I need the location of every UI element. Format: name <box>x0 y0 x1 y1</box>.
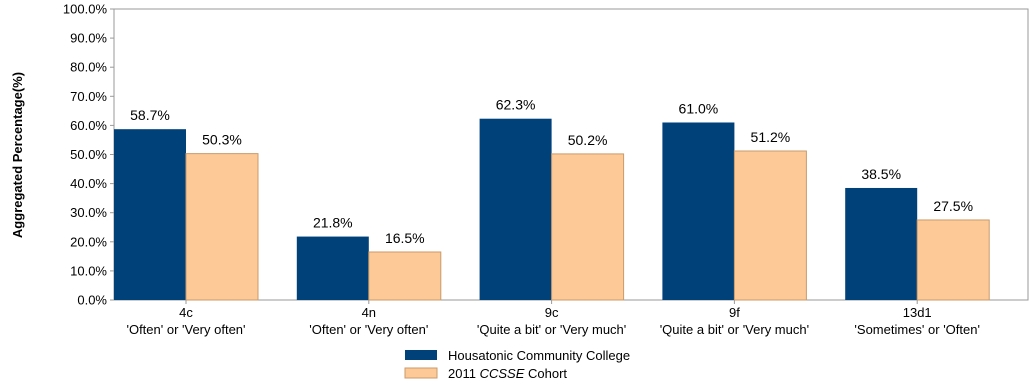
y-tick-label: 20.0% <box>70 234 107 249</box>
bar-cohort-4n <box>368 251 442 301</box>
bar-housatonic-4n <box>296 236 369 300</box>
legend-swatch-cohort <box>404 367 438 379</box>
bar-housatonic-9f <box>662 122 735 301</box>
bar-housatonic-4c <box>114 129 186 300</box>
category-code-label: 4n <box>362 305 376 320</box>
data-label: 61.0% <box>679 100 719 116</box>
bar-cohort-13d1 <box>916 219 990 301</box>
legend-label-cohort: 2011 CCSSE Cohort <box>448 366 567 381</box>
y-tick-label: 60.0% <box>70 118 107 133</box>
y-tick-label: 0.0% <box>77 293 107 308</box>
data-label: 16.5% <box>385 230 425 246</box>
data-label: 21.8% <box>313 215 353 231</box>
category-labels: 4c 'Often' or 'Very often' 4n 'Often' or 'V… <box>126 300 980 337</box>
category-desc-label: 'Often' or 'Very often' <box>126 322 245 337</box>
y-axis-ticks: 0.0% 10.0% 20.0% 30.0% 40.0% 50.0% 60.0% 70.0% 8… <box>63 2 114 308</box>
data-label: 27.5% <box>933 198 973 214</box>
data-label: 50.2% <box>568 132 608 148</box>
y-tick-label: 10.0% <box>70 263 107 278</box>
data-label: 62.3% <box>496 97 536 113</box>
data-label: 50.3% <box>202 132 242 148</box>
y-axis-title: Aggregated Percentage(%) <box>10 72 25 238</box>
category-desc-label: 'Quite a bit' or 'Very much' <box>477 322 626 337</box>
y-tick-label: 40.0% <box>70 176 107 191</box>
legend-label-housatonic: Housatonic Community College <box>448 348 630 363</box>
legend-swatch-housatonic <box>405 350 437 360</box>
y-tick-label: 70.0% <box>70 89 107 104</box>
bar-cohort-4c <box>185 153 259 301</box>
category-code-label: 9c <box>545 305 559 320</box>
category-desc-label: 'Sometimes' or 'Often' <box>854 322 980 337</box>
y-tick-label: 80.0% <box>70 60 107 75</box>
bar-housatonic-9c <box>479 118 552 300</box>
bar-housatonic-13d1 <box>845 187 918 300</box>
data-label: 58.7% <box>130 107 170 123</box>
y-tick-label: 30.0% <box>70 205 107 220</box>
data-labels: 58.7% 50.3% 21.8% 16.5% 62.3% 50.2% 61.0% 51.2%… <box>130 97 973 246</box>
bars <box>114 118 990 301</box>
category-desc-label: 'Quite a bit' or 'Very much' <box>660 322 809 337</box>
category-code-label: 9f <box>729 305 740 320</box>
category-code-label: 4c <box>179 305 193 320</box>
bar-cohort-9c <box>551 153 625 301</box>
y-tick-label: 90.0% <box>70 31 107 46</box>
data-label: 38.5% <box>861 166 901 182</box>
bar-cohort-9f <box>733 150 807 301</box>
y-tick-label: 50.0% <box>70 147 107 162</box>
category-desc-label: 'Often' or 'Very often' <box>309 322 428 337</box>
category-code-label: 13d1 <box>903 305 932 320</box>
y-tick-label: 100.0% <box>63 2 108 17</box>
data-label: 51.2% <box>751 129 791 145</box>
legend: Housatonic Community College 2011 CCSSE C… <box>404 348 630 381</box>
